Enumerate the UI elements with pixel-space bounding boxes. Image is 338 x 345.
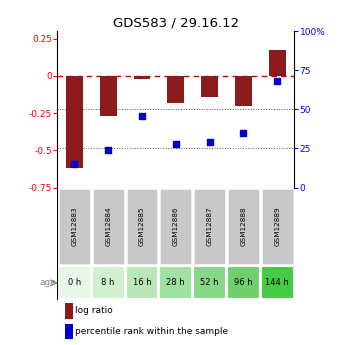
Text: 52 h: 52 h (200, 278, 219, 287)
Point (274, 78, 280, 84)
Text: age: age (40, 278, 57, 287)
Bar (193, 266, 226, 299)
Bar (65, 324, 73, 339)
Point (72, 161, 77, 167)
Bar (92, 266, 124, 299)
Text: 28 h: 28 h (166, 278, 185, 287)
Text: GSM12884: GSM12884 (105, 207, 111, 246)
Point (139, 113, 145, 118)
Text: GSM12889: GSM12889 (274, 207, 280, 246)
Bar (92, 188, 124, 265)
Bar (227, 188, 260, 265)
Text: percentile rank within the sample: percentile rank within the sample (75, 327, 228, 336)
Bar (126, 266, 158, 299)
Bar (193, 188, 226, 265)
Bar (134, 76, 150, 79)
Bar (58, 266, 91, 299)
Text: GSM12886: GSM12886 (173, 207, 179, 246)
Bar (261, 266, 293, 299)
Bar (100, 76, 117, 116)
Point (173, 141, 178, 147)
Bar (65, 303, 73, 319)
Text: 8 h: 8 h (101, 278, 115, 287)
Bar (66, 76, 83, 168)
Text: 16 h: 16 h (132, 278, 151, 287)
Point (105, 147, 111, 153)
Bar (160, 266, 192, 299)
Text: 96 h: 96 h (234, 278, 253, 287)
Text: 0 h: 0 h (68, 278, 81, 287)
Text: GSM12883: GSM12883 (71, 207, 77, 246)
Bar (126, 188, 158, 265)
Bar (269, 50, 286, 76)
Text: log ratio: log ratio (75, 306, 113, 315)
Bar (160, 188, 192, 265)
Text: GSM12885: GSM12885 (139, 207, 145, 246)
Bar (235, 76, 252, 106)
Text: GSM12887: GSM12887 (207, 207, 213, 246)
Bar (201, 76, 218, 97)
Point (241, 130, 246, 136)
Bar (227, 266, 260, 299)
Text: GSM12888: GSM12888 (240, 207, 246, 246)
Bar (58, 188, 91, 265)
Text: 144 h: 144 h (265, 278, 289, 287)
Point (207, 139, 212, 145)
Title: GDS583 / 29.16.12: GDS583 / 29.16.12 (113, 17, 239, 30)
Bar (261, 188, 293, 265)
Bar (167, 76, 184, 102)
